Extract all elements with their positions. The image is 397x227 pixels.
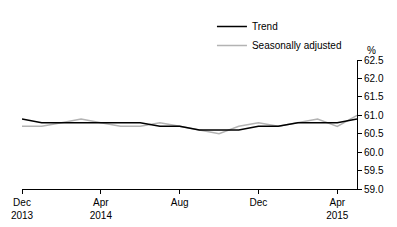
svg-text:Aug: Aug [171,197,189,208]
svg-text:Apr2014: Apr2014 [90,197,113,221]
svg-text:Dec2013: Dec2013 [11,197,34,221]
svg-text:62.0: 62.0 [364,73,384,84]
svg-text:59.0: 59.0 [364,184,384,195]
svg-text:Dec: Dec [250,197,268,208]
svg-text:61.5: 61.5 [364,91,384,102]
svg-text:60.5: 60.5 [364,128,384,139]
svg-text:Trend: Trend [252,21,278,32]
svg-text:61.0: 61.0 [364,110,384,121]
svg-text:Apr2015: Apr2015 [326,197,349,221]
svg-text:62.5: 62.5 [364,55,384,66]
svg-text:60.0: 60.0 [364,147,384,158]
svg-text:Seasonally adjusted: Seasonally adjusted [252,40,342,51]
svg-text:%: % [367,45,376,56]
svg-text:59.5: 59.5 [364,165,384,176]
